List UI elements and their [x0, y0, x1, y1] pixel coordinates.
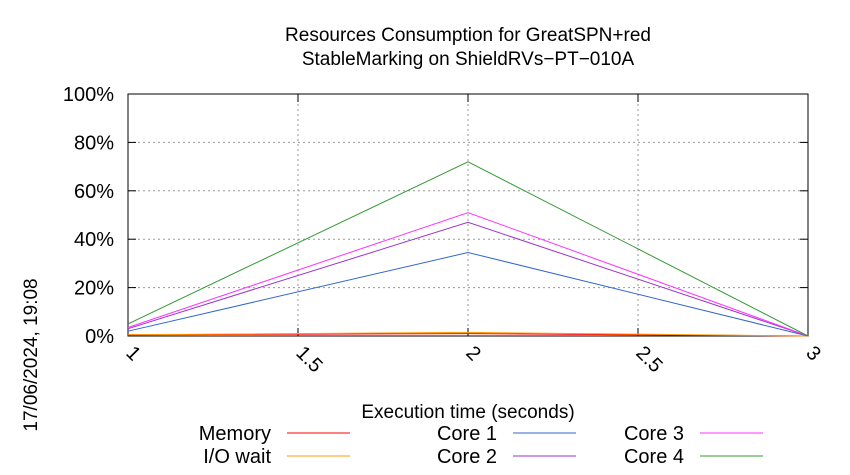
x-tick-label: 2.5	[631, 342, 666, 377]
series-line-core-2	[127, 221, 809, 337]
legend-label: Memory	[199, 423, 271, 445]
chart-title: Resources Consumption for GreatSPN+red	[285, 25, 651, 46]
y-tick-label: 40%	[74, 229, 114, 251]
y-tick-label: 80%	[74, 132, 114, 154]
series-lines	[127, 161, 809, 337]
legend-label: I/O wait	[203, 446, 271, 468]
legend-label: Core 3	[624, 423, 684, 445]
x-axis-label: Execution time (seconds)	[361, 402, 574, 423]
y-tick-label: 100%	[63, 84, 114, 106]
series-line-core-3	[127, 212, 809, 337]
legend-label: Core 2	[437, 446, 497, 468]
timestamp-label: 17/06/2024, 19:08	[21, 278, 42, 431]
series-line-i-o-wait	[127, 331, 809, 337]
chart-subtitle: StableMarking on ShieldRVs−PT−010A	[302, 49, 635, 70]
grid-lines	[127, 93, 809, 337]
y-tick-label: 60%	[74, 181, 114, 203]
x-tick-label: 1.5	[291, 342, 326, 377]
legend-label: Core 4	[624, 446, 684, 468]
y-tick-label: 20%	[74, 278, 114, 300]
x-tick-label: 1	[121, 342, 144, 365]
x-tick-labels: 1 1.5 2 2.5 3	[121, 342, 824, 377]
series-line-core-4	[127, 161, 809, 337]
x-tick-label: 2	[461, 342, 484, 365]
series-line-core-1	[127, 251, 809, 337]
x-tick-label: 3	[801, 342, 824, 365]
legend-label: Core 1	[437, 423, 497, 445]
y-tick-label: 0%	[85, 326, 114, 348]
y-tick-labels: 0% 20% 40% 60% 80% 100%	[63, 84, 114, 348]
